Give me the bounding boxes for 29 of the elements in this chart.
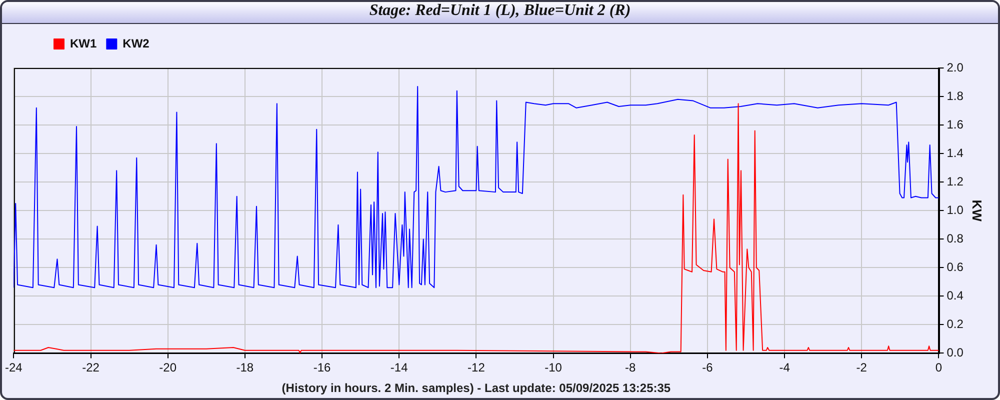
x-tick-label: 0 — [935, 360, 942, 375]
y-tick-label: 2.0 — [946, 60, 964, 74]
x-tick-label: -18 — [236, 360, 254, 375]
y-tick-label: 1.6 — [946, 117, 964, 132]
x-tick-label: -16 — [313, 360, 332, 375]
x-tick-label: -12 — [468, 360, 486, 375]
chart-title: Stage: Red=Unit 1 (L), Blue=Unit 2 (R) — [2, 2, 998, 24]
y-tick-label: 1.2 — [946, 174, 964, 188]
x-tick-label: -6 — [702, 360, 714, 375]
y-tick-label: 0.4 — [946, 288, 964, 302]
x-tick-label: -20 — [159, 360, 177, 375]
x-tick-label: -10 — [544, 360, 562, 375]
y-tick-label: 0.8 — [946, 231, 964, 246]
x-tick-label: -4 — [779, 360, 790, 375]
y-tick-label: 1.0 — [946, 202, 964, 217]
x-tick-label: -2 — [856, 360, 868, 375]
y-tick-label: 1.8 — [946, 88, 964, 103]
x-tick-label: -14 — [390, 360, 408, 375]
legend-label: KW2 — [122, 36, 150, 50]
x-tick-label: -8 — [625, 360, 636, 375]
y-axis-title: KW — [970, 200, 985, 222]
y-tick-label: 0.2 — [946, 316, 964, 331]
y-tick-label: 0.0 — [946, 346, 964, 360]
x-tick-label: -24 — [5, 360, 23, 375]
x-axis-title: (History in hours. 2 Min. samples) - Last update: 05/09/2025 13:25:35 — [282, 381, 671, 396]
y-tick-label: 0.6 — [946, 260, 964, 274]
x-tick-label: -22 — [82, 360, 100, 375]
y-tick-label: 1.4 — [946, 146, 964, 160]
legend-label: KW1 — [70, 36, 97, 50]
